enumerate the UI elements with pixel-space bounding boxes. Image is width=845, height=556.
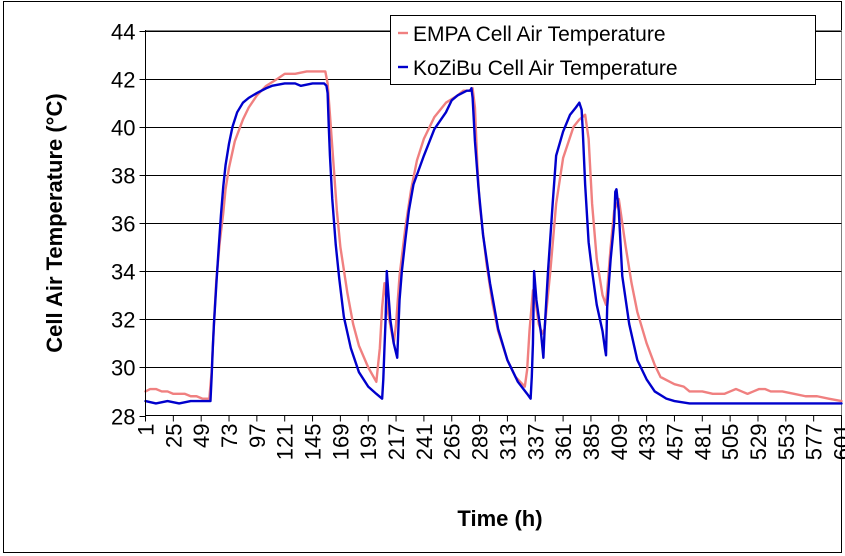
y-tick-labels: 28 30 32 34 36 38 40 42 44 bbox=[111, 20, 146, 430]
x-tick-label: 73 bbox=[217, 424, 242, 448]
x-tick-label: 433 bbox=[635, 424, 660, 461]
legend-label-kozibu: KoZiBu Cell Air Temperature bbox=[413, 57, 678, 80]
x-tick-label: 481 bbox=[690, 424, 715, 461]
x-tick-label: 361 bbox=[551, 424, 576, 461]
x-tick-label: 577 bbox=[802, 424, 827, 461]
y-tick-label: 36 bbox=[111, 212, 135, 237]
x-tick-label: 25 bbox=[161, 424, 186, 448]
x-tick-label: 145 bbox=[301, 424, 326, 461]
y-tick-label: 44 bbox=[111, 20, 135, 45]
x-tick-label: 529 bbox=[746, 424, 771, 461]
legend-label-empa: EMPA Cell Air Temperature bbox=[413, 23, 666, 46]
x-tick-label: 505 bbox=[718, 424, 743, 461]
y-tick-label: 32 bbox=[111, 308, 135, 333]
x-tick-label: 601 bbox=[830, 424, 845, 461]
legend-box bbox=[390, 15, 816, 85]
x-tick-label: 385 bbox=[579, 424, 604, 461]
y-tick-label: 28 bbox=[111, 405, 135, 430]
x-tick-label: 337 bbox=[523, 424, 548, 461]
x-tick-label: 193 bbox=[356, 424, 381, 461]
x-tick-label: 409 bbox=[607, 424, 632, 461]
y-tick-label: 30 bbox=[111, 356, 135, 381]
series-line-kozibu bbox=[144, 82, 843, 405]
x-axis-title: Time (h) bbox=[457, 506, 542, 531]
x-tick-labels: 1 25 49 73 97 121 145 169 193 217 241 265 289 313 337 3… bbox=[134, 415, 845, 461]
x-tick-label: 265 bbox=[440, 424, 465, 461]
x-tick-label: 457 bbox=[662, 424, 687, 461]
x-tick-label: 97 bbox=[245, 424, 270, 448]
x-tick-label: 241 bbox=[412, 424, 437, 461]
x-tick-label: 553 bbox=[774, 424, 799, 461]
x-tick-label: 289 bbox=[468, 424, 493, 461]
y-tick-label: 34 bbox=[111, 260, 135, 285]
series-group bbox=[144, 70, 843, 405]
y-tick-label: 38 bbox=[111, 164, 135, 189]
x-tick-label: 49 bbox=[189, 424, 214, 448]
y-tick-label: 40 bbox=[111, 116, 135, 141]
x-tick-label: 313 bbox=[495, 424, 520, 461]
x-tick-label: 169 bbox=[328, 424, 353, 461]
x-tick-label: 121 bbox=[273, 424, 298, 461]
y-axis-title: Cell Air Temperature (°C) bbox=[42, 93, 67, 352]
x-tick-label: 217 bbox=[384, 424, 409, 461]
y-tick-label: 42 bbox=[111, 68, 135, 93]
legend: EMPA Cell Air Temperature KoZiBu Cell Ai… bbox=[390, 15, 816, 85]
x-tick-label: 1 bbox=[134, 424, 159, 436]
